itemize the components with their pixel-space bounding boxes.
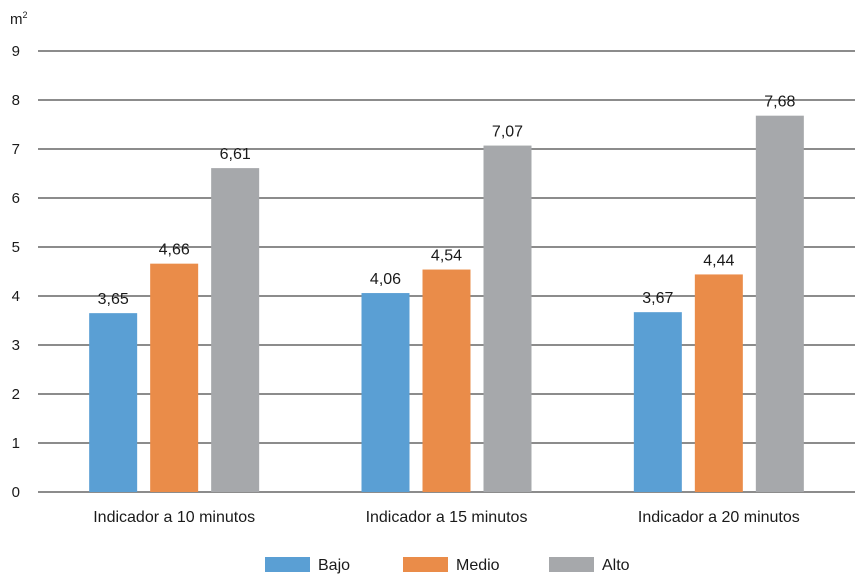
bar-alto-2: [484, 146, 532, 492]
legend-label-bajo: Bajo: [318, 557, 350, 574]
y-tick-1: 1: [12, 435, 20, 452]
bar-alto-3: [756, 116, 804, 492]
bar-bajo-1: [89, 313, 137, 492]
y-tick-4: 4: [12, 288, 20, 305]
legend-swatch-bajo: [265, 557, 310, 572]
bar-medio-1: [150, 264, 198, 492]
bar-medio-2: [423, 270, 471, 492]
data-label-medio-3: 4,44: [703, 252, 734, 269]
data-label-alto-1: 6,61: [220, 146, 251, 163]
data-label-medio-2: 4,54: [431, 248, 462, 265]
y-tick-9: 9: [12, 43, 20, 60]
legend-swatch-medio: [403, 557, 448, 572]
bar-bajo-3: [634, 312, 682, 492]
data-label-alto-3: 7,68: [764, 94, 795, 111]
bar-alto-1: [211, 168, 259, 492]
bar-medio-3: [695, 274, 743, 492]
y-tick-8: 8: [12, 92, 20, 109]
data-label-bajo-1: 3,65: [98, 291, 129, 308]
legend-label-medio: Medio: [456, 557, 500, 574]
bar-bajo-2: [362, 293, 410, 492]
x-category-2: Indicador a 15 minutos: [366, 509, 528, 526]
x-category-1: Indicador a 10 minutos: [93, 509, 255, 526]
y-tick-0: 0: [12, 484, 20, 501]
data-label-bajo-2: 4,06: [370, 271, 401, 288]
data-label-alto-2: 7,07: [492, 124, 523, 141]
x-category-3: Indicador a 20 minutos: [638, 509, 800, 526]
bars: [89, 116, 804, 492]
x-axis-categories: Indicador a 10 minutos Indicador a 15 min…: [93, 509, 800, 526]
legend: Bajo Medio Alto: [265, 557, 630, 574]
y-axis-unit: m2: [10, 10, 28, 28]
data-label-bajo-3: 3,67: [642, 290, 673, 307]
y-tick-5: 5: [12, 239, 20, 256]
y-tick-2: 2: [12, 386, 20, 403]
legend-swatch-alto: [549, 557, 594, 572]
y-axis-ticks: 0 1 2 3 4 5 6 7 8 9: [12, 43, 20, 501]
data-label-medio-1: 4,66: [159, 242, 190, 259]
y-tick-7: 7: [12, 141, 20, 158]
legend-label-alto: Alto: [602, 557, 630, 574]
y-tick-3: 3: [12, 337, 20, 354]
y-tick-6: 6: [12, 190, 20, 207]
